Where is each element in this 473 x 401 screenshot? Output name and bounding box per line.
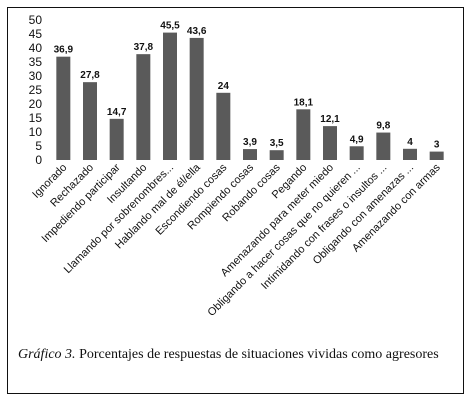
- data-label: 12,1: [320, 114, 340, 125]
- y-tick-label: 0: [35, 153, 42, 167]
- y-tick-label: 45: [29, 27, 43, 41]
- bar: [376, 132, 391, 160]
- bar: [243, 149, 257, 160]
- data-label: 3: [434, 140, 440, 151]
- bar: [163, 32, 177, 160]
- data-label: 27,8: [80, 70, 100, 81]
- y-tick-label: 40: [29, 41, 43, 55]
- data-label: 4: [407, 137, 413, 148]
- bar: [216, 92, 231, 160]
- bar-chart: 0510152025303540455036,9Ignorado27,8Rech…: [29, 13, 444, 319]
- bar: [323, 126, 337, 160]
- y-tick-label: 35: [29, 55, 43, 69]
- bar: [136, 54, 151, 160]
- bar: [403, 148, 417, 160]
- bar: [296, 109, 311, 160]
- y-tick-label: 20: [29, 97, 43, 111]
- data-label: 18,1: [294, 97, 314, 108]
- bar: [83, 82, 97, 160]
- data-label: 3,5: [270, 138, 284, 149]
- bar: [109, 118, 124, 160]
- data-label: 36,9: [54, 45, 74, 56]
- y-tick-label: 25: [29, 83, 43, 97]
- bar: [56, 56, 71, 160]
- data-label: 14,7: [107, 107, 127, 118]
- caption-label: Gráfico 3.: [18, 347, 76, 362]
- bar: [349, 146, 364, 160]
- data-label: 37,8: [134, 42, 154, 53]
- y-tick-label: 30: [29, 69, 43, 83]
- data-label: 4,9: [350, 134, 364, 145]
- bar: [429, 151, 444, 160]
- y-tick-label: 10: [29, 125, 43, 139]
- figure-caption: Gráfico 3. Porcentajes de respuestas de …: [18, 346, 448, 363]
- caption-text: Porcentajes de respuestas de situaciones…: [75, 347, 439, 362]
- y-tick-label: 50: [29, 13, 43, 27]
- y-tick-label: 5: [35, 139, 42, 153]
- y-tick-label: 15: [29, 111, 43, 125]
- data-label: 43,6: [187, 26, 207, 37]
- data-label: 24: [218, 81, 230, 92]
- data-label: 9,8: [376, 121, 390, 132]
- data-label: 3,9: [243, 137, 257, 148]
- bar: [269, 150, 284, 160]
- figure-frame: [7, 7, 464, 394]
- data-label: 45,5: [160, 21, 180, 32]
- bar: [189, 37, 204, 160]
